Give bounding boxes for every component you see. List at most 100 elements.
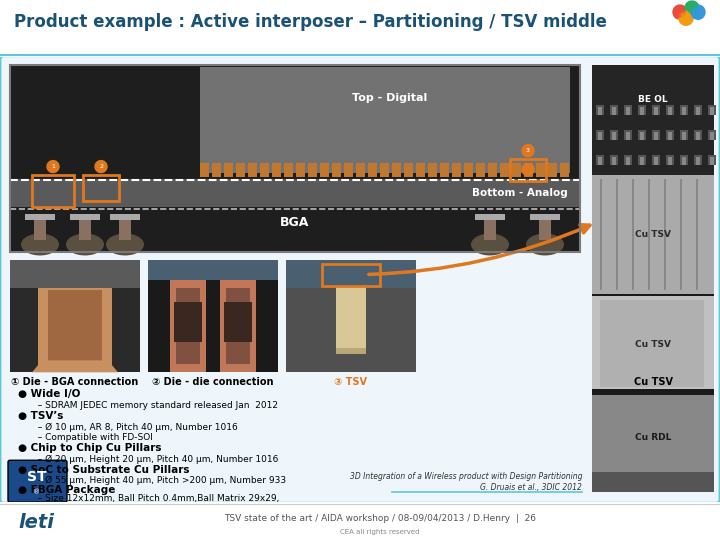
Bar (464, 163, 473, 177)
Bar (560, 163, 569, 177)
Text: G. Druais et al., 3DIC 2012: G. Druais et al., 3DIC 2012 (480, 483, 582, 492)
Text: 3: 3 (526, 148, 530, 153)
Bar (170, 280, 206, 373)
Bar (654, 106, 658, 114)
Bar (596, 105, 604, 114)
Bar (610, 105, 618, 114)
FancyBboxPatch shape (8, 460, 67, 502)
Text: Bottom - Analog: Bottom - Analog (472, 187, 568, 198)
Bar (296, 163, 305, 177)
Text: – Ø 10 μm, AR 8, Pitch 40 μm, Number 1016: – Ø 10 μm, AR 8, Pitch 40 μm, Number 101… (32, 423, 238, 432)
Ellipse shape (526, 233, 564, 255)
Bar (616, 179, 618, 291)
Text: BE OL: BE OL (638, 95, 668, 104)
Bar (592, 65, 714, 174)
Bar (624, 154, 632, 165)
Bar (694, 105, 702, 114)
Bar (638, 130, 646, 140)
Bar (536, 163, 545, 177)
Text: – Ø 55 μm, Height 40 μm, Pitch >200 μm, Number 933: – Ø 55 μm, Height 40 μm, Pitch >200 μm, … (32, 476, 286, 485)
Bar (694, 154, 702, 165)
Bar (592, 389, 714, 395)
Circle shape (47, 160, 59, 173)
Text: 1: 1 (51, 164, 55, 169)
Text: 3D Integration of a Wireless product with Design Partitioning: 3D Integration of a Wireless product wit… (349, 472, 582, 481)
Text: ● Chip to Chip Cu Pillars: ● Chip to Chip Cu Pillars (18, 443, 161, 453)
Bar (626, 132, 630, 140)
Bar (610, 154, 618, 165)
Text: – Compatible with FD-SOI: – Compatible with FD-SOI (32, 433, 153, 442)
Bar (524, 163, 533, 177)
Bar (600, 300, 704, 387)
Bar (664, 179, 666, 291)
Bar (638, 105, 646, 114)
Bar (626, 106, 630, 114)
Circle shape (673, 5, 687, 19)
Bar (680, 130, 688, 140)
Circle shape (675, 7, 685, 17)
Bar (682, 157, 686, 165)
Text: – Size 12x12mm, Ball Pitch 0.4mm,Ball Matrix 29x29,: – Size 12x12mm, Ball Pitch 0.4mm,Ball Ma… (32, 494, 279, 503)
Bar (548, 163, 557, 177)
Ellipse shape (66, 233, 104, 255)
Bar (592, 392, 714, 492)
Bar (708, 130, 716, 140)
Bar (592, 65, 714, 492)
Circle shape (522, 164, 534, 176)
Bar (666, 130, 674, 140)
Bar (226, 288, 250, 364)
Text: CEA all rights reserved: CEA all rights reserved (341, 529, 420, 535)
Bar (638, 154, 646, 165)
Bar (174, 302, 202, 342)
Bar (200, 163, 209, 177)
Bar (592, 174, 714, 294)
Bar (500, 163, 509, 177)
Bar (652, 154, 660, 165)
Bar (626, 157, 630, 165)
Circle shape (679, 11, 693, 25)
Bar (48, 291, 102, 373)
Bar (510, 159, 546, 180)
Bar (148, 260, 278, 280)
Circle shape (691, 5, 705, 19)
Bar (652, 130, 660, 140)
Bar (682, 106, 686, 114)
Bar (654, 132, 658, 140)
Bar (119, 219, 131, 240)
Circle shape (693, 7, 703, 17)
Bar (404, 163, 413, 177)
Bar (336, 348, 366, 354)
Bar (652, 105, 660, 114)
Text: – SDRAM JEDEC memory standard released Jan  2012: – SDRAM JEDEC memory standard released J… (32, 401, 278, 410)
Bar (612, 157, 616, 165)
Text: ST: ST (27, 470, 47, 484)
Bar (260, 163, 269, 177)
Bar (624, 105, 632, 114)
Text: Cu TSV: Cu TSV (634, 377, 672, 387)
Text: ① Die - BGA connection: ① Die - BGA connection (12, 377, 139, 387)
Bar (680, 179, 682, 291)
Bar (344, 163, 353, 177)
Text: ● FBGA Package: ● FBGA Package (18, 485, 115, 495)
FancyBboxPatch shape (0, 56, 720, 503)
Bar (624, 130, 632, 140)
Bar (79, 219, 91, 240)
Ellipse shape (471, 233, 509, 255)
Text: ®: ® (33, 489, 40, 495)
Bar (668, 157, 672, 165)
Bar (598, 132, 602, 140)
Bar (596, 130, 604, 140)
Bar (696, 179, 698, 291)
Ellipse shape (106, 233, 144, 255)
Text: Cu TSV: Cu TSV (635, 230, 671, 239)
Bar (284, 163, 293, 177)
Bar (356, 163, 365, 177)
Bar (612, 132, 616, 140)
Bar (666, 154, 674, 165)
Bar (392, 163, 401, 177)
Bar (680, 105, 688, 114)
Bar (530, 213, 560, 220)
Bar (286, 260, 416, 373)
Bar (708, 105, 716, 114)
Bar (648, 179, 650, 291)
